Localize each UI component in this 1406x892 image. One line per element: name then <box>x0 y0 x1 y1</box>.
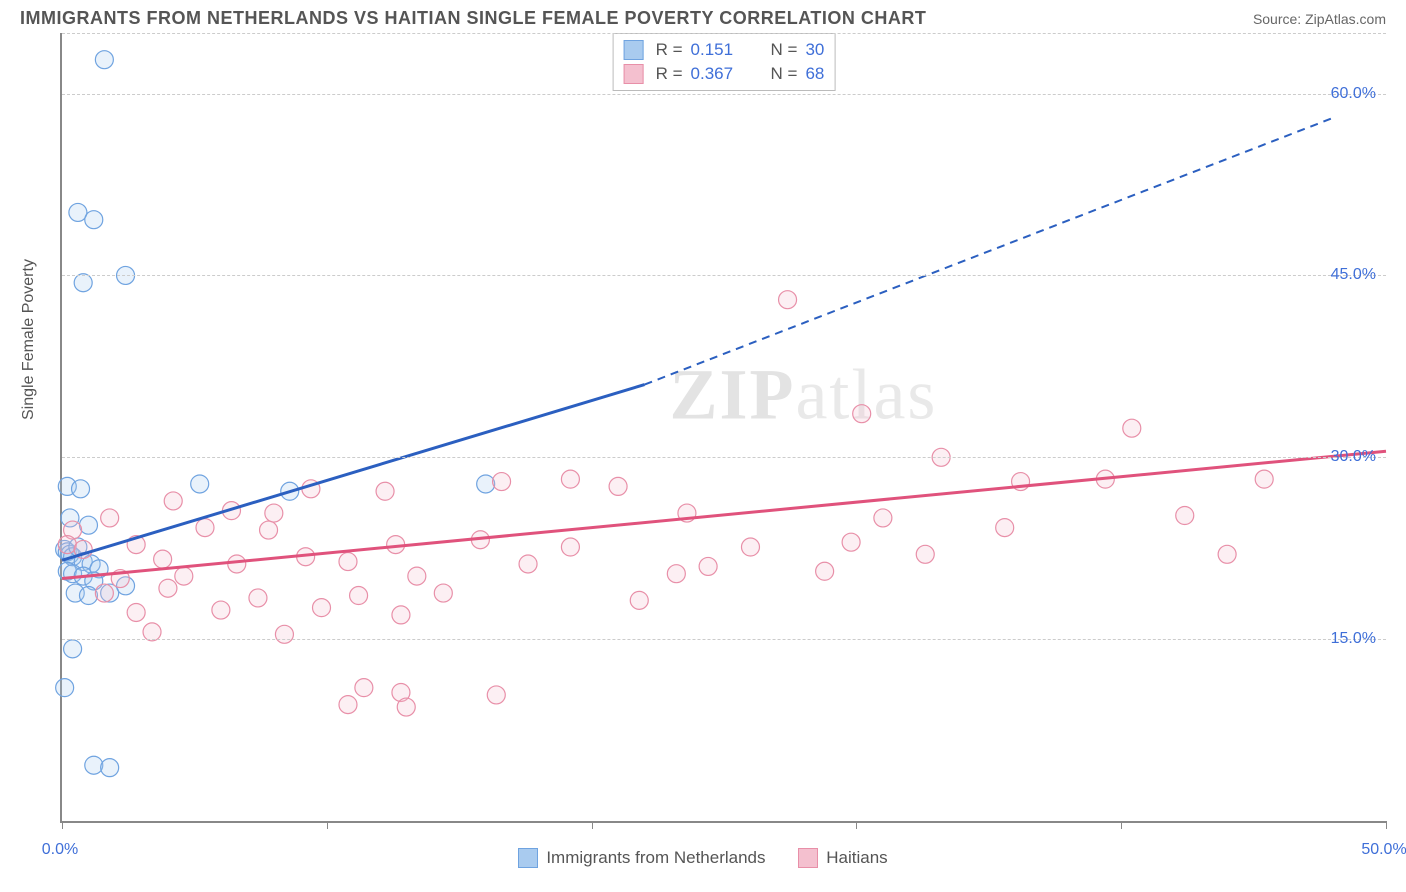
data-point <box>79 516 97 534</box>
legend-swatch-pink <box>798 848 818 868</box>
data-point <box>127 603 145 621</box>
data-point <box>853 405 871 423</box>
data-point <box>842 533 860 551</box>
data-point <box>79 587 97 605</box>
legend-swatch-blue <box>518 848 538 868</box>
data-point <box>196 519 214 537</box>
gridline-h <box>62 94 1386 95</box>
legend-row-1: R = 0.151 N = 30 <box>624 38 825 62</box>
trend-line <box>62 385 645 561</box>
legend-item-haitians: Haitians <box>798 848 887 868</box>
y-tick-label: 15.0% <box>1331 630 1376 648</box>
data-point <box>1123 419 1141 437</box>
data-point <box>265 504 283 522</box>
source-attribution: Source: ZipAtlas.com <box>1253 11 1386 27</box>
data-point <box>159 579 177 597</box>
data-point <box>64 640 82 658</box>
gridline-h <box>62 639 1386 640</box>
data-point <box>561 470 579 488</box>
data-point <box>355 679 373 697</box>
data-point <box>519 555 537 573</box>
legend-swatch-blue <box>624 40 644 60</box>
y-tick-label: 45.0% <box>1331 266 1376 284</box>
data-point <box>164 492 182 510</box>
legend-item-netherlands: Immigrants from Netherlands <box>518 848 765 868</box>
data-point <box>58 536 76 554</box>
data-point <box>487 686 505 704</box>
data-point <box>339 696 357 714</box>
data-point <box>313 599 331 617</box>
data-point <box>350 587 368 605</box>
x-tick-label: 0.0% <box>42 841 78 859</box>
legend-series: Immigrants from Netherlands Haitians <box>0 848 1406 873</box>
data-point <box>175 567 193 585</box>
data-point <box>699 557 717 575</box>
data-point <box>874 509 892 527</box>
legend-swatch-pink <box>624 64 644 84</box>
data-point <box>69 203 87 221</box>
trend-line-extrapolated <box>645 118 1333 385</box>
data-point <box>249 589 267 607</box>
data-point <box>339 553 357 571</box>
data-point <box>72 480 90 498</box>
data-point <box>630 591 648 609</box>
data-point <box>56 679 74 697</box>
data-point <box>741 538 759 556</box>
data-point <box>260 521 278 539</box>
data-point <box>95 584 113 602</box>
legend-row-2: R = 0.367 N = 68 <box>624 62 825 86</box>
data-point <box>1176 506 1194 524</box>
page-title: IMMIGRANTS FROM NETHERLANDS VS HAITIAN S… <box>20 8 926 29</box>
data-point <box>916 545 934 563</box>
data-point <box>667 565 685 583</box>
data-point <box>191 475 209 493</box>
data-point <box>1255 470 1273 488</box>
y-tick-label: 60.0% <box>1331 85 1376 103</box>
correlation-chart: ZIPatlas R = 0.151 N = 30 R = 0.367 N = … <box>60 33 1386 823</box>
legend-correlation: R = 0.151 N = 30 R = 0.367 N = 68 <box>613 33 836 91</box>
data-point <box>493 473 511 491</box>
data-point <box>477 475 495 493</box>
data-point <box>85 211 103 229</box>
data-point <box>434 584 452 602</box>
gridline-h <box>62 457 1386 458</box>
data-point <box>154 550 172 568</box>
data-point <box>609 477 627 495</box>
y-axis-label: Single Female Poverty <box>20 259 38 420</box>
data-point <box>392 606 410 624</box>
data-point <box>85 756 103 774</box>
data-point <box>228 555 246 573</box>
data-point <box>1218 545 1236 563</box>
gridline-h <box>62 275 1386 276</box>
data-point <box>816 562 834 580</box>
data-point <box>275 625 293 643</box>
data-point <box>212 601 230 619</box>
x-tick-label: 50.0% <box>1361 841 1406 859</box>
data-point <box>101 509 119 527</box>
data-point <box>408 567 426 585</box>
data-point <box>95 51 113 69</box>
data-point <box>101 759 119 777</box>
data-point <box>397 698 415 716</box>
plot-area <box>62 33 1386 821</box>
y-tick-label: 30.0% <box>1331 448 1376 466</box>
data-point <box>996 519 1014 537</box>
data-point <box>561 538 579 556</box>
data-point <box>376 482 394 500</box>
data-point <box>779 291 797 309</box>
